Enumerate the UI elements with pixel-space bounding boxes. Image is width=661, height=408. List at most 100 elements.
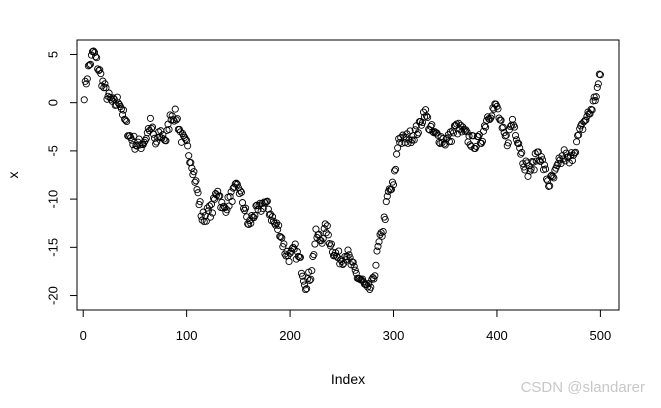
data-point — [387, 185, 395, 194]
data-point — [389, 181, 398, 189]
data-point — [588, 106, 596, 114]
y-tick-label: 0 — [46, 99, 61, 106]
data-point — [537, 153, 545, 161]
data-point — [248, 211, 256, 220]
data-point — [208, 209, 217, 217]
data-point — [93, 54, 101, 62]
data-point — [118, 111, 127, 119]
data-point — [263, 197, 271, 205]
data-point — [410, 136, 418, 144]
data-point — [335, 247, 343, 255]
data-point — [304, 275, 312, 283]
data-point — [102, 84, 110, 92]
data-point — [169, 116, 177, 124]
data-point — [370, 275, 378, 283]
data-point — [546, 182, 554, 190]
data-point — [574, 131, 582, 140]
data-point — [206, 213, 214, 221]
data-point — [141, 136, 149, 144]
data-point — [303, 285, 311, 293]
data-point — [195, 201, 203, 209]
data-point — [326, 242, 334, 250]
data-point — [205, 202, 213, 210]
data-point — [82, 80, 90, 88]
data-point — [527, 165, 535, 173]
data-point — [488, 112, 496, 120]
data-point — [510, 123, 519, 131]
data-point — [232, 179, 240, 187]
data-point — [119, 106, 128, 114]
data-point — [324, 231, 332, 239]
data-point — [228, 197, 236, 206]
data-point — [310, 251, 318, 259]
data-point — [497, 116, 505, 124]
data-point — [508, 115, 517, 123]
data-point — [306, 276, 314, 284]
data-point — [465, 132, 473, 140]
data-point — [336, 260, 344, 268]
data-point — [371, 272, 379, 280]
data-point — [171, 105, 179, 113]
data-point — [242, 204, 250, 212]
data-point — [513, 136, 521, 144]
data-point — [86, 60, 94, 68]
data-point — [478, 137, 487, 145]
data-point — [236, 187, 244, 195]
data-point — [182, 135, 190, 143]
data-point — [291, 240, 299, 248]
data-point — [123, 117, 131, 126]
data-point — [321, 220, 329, 228]
data-point — [318, 239, 326, 247]
data-point — [184, 142, 192, 150]
data-point — [593, 83, 601, 91]
data-point — [96, 66, 104, 74]
data-point — [173, 115, 181, 123]
data-point — [423, 112, 431, 120]
data-point — [502, 131, 510, 139]
data-point — [216, 192, 224, 200]
data-point — [550, 174, 558, 182]
data-point — [383, 192, 391, 200]
data-point — [392, 165, 400, 173]
data-point — [309, 252, 317, 261]
data-point — [201, 212, 209, 220]
data-point — [591, 97, 599, 105]
data-point — [80, 96, 88, 104]
data-point — [343, 253, 351, 261]
watermark: CSDN @slandarer — [520, 379, 645, 396]
y-tick-label: 5 — [46, 51, 61, 58]
data-point — [572, 148, 580, 156]
data-point — [285, 257, 293, 266]
data-point — [573, 138, 581, 146]
x-axis: 0 100 200 300 400 500 — [80, 309, 612, 343]
data-point — [191, 178, 199, 186]
data-point — [301, 281, 309, 289]
data-point — [187, 159, 195, 167]
data-point — [535, 156, 543, 164]
data-point — [146, 114, 154, 122]
data-point — [244, 220, 252, 228]
data-point — [308, 267, 316, 275]
data-point — [542, 165, 550, 173]
data-point — [536, 157, 544, 166]
data-point — [528, 158, 536, 166]
data-point — [349, 258, 357, 266]
x-tick-label: 0 — [80, 328, 87, 343]
data-point — [165, 125, 173, 134]
data-point — [274, 225, 282, 234]
data-point — [142, 134, 150, 143]
data-point — [105, 89, 113, 97]
data-point — [302, 286, 310, 294]
data-point — [393, 150, 401, 158]
data-point — [221, 204, 229, 212]
data-point — [100, 84, 108, 92]
data-point — [179, 132, 188, 140]
data-point — [84, 62, 92, 70]
x-tick-label: 500 — [590, 328, 612, 343]
data-point — [297, 269, 306, 277]
data-point — [414, 129, 422, 137]
data-point — [596, 71, 604, 79]
data-point — [454, 130, 462, 138]
data-point — [109, 94, 117, 102]
